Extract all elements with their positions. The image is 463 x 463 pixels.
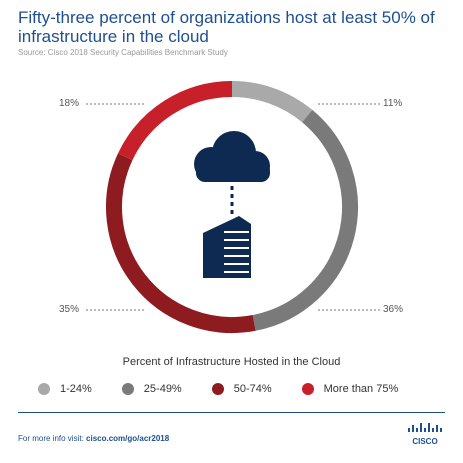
chart-source: Source: Cisco 2018 Security Capabilities…	[18, 48, 228, 57]
legend-swatch	[38, 383, 50, 395]
cisco-logo: CISCO	[405, 422, 445, 448]
footer-link[interactable]: cisco.com/go/acr2018	[86, 434, 170, 443]
donut-slice-25-49-	[252, 109, 358, 331]
legend-item-25-49: 25-49%	[121, 383, 182, 395]
legend-title: Percent of Infrastructure Hosted in the …	[122, 356, 341, 368]
legend-label: More than 75%	[323, 383, 399, 395]
cloud-icon	[194, 131, 270, 182]
legend-label: 25-49%	[143, 383, 182, 395]
slice-label-50-74: 35%	[59, 304, 80, 315]
slice-label-more-than-75: 18%	[59, 98, 80, 109]
donut-slice-more-than-75-	[117, 81, 233, 161]
footer-text: For more info visit: cisco.com/go/acr201…	[18, 434, 169, 443]
donut-slice-1-24-	[231, 81, 313, 123]
legend-item-1-24: 1-24%	[38, 383, 92, 395]
legend-item-more-than-75: More than 75%	[301, 383, 399, 395]
legend-label: 1-24%	[60, 383, 92, 395]
legend-swatch	[121, 383, 134, 395]
legend: 1-24% 25-49% 50-74% More than 75%	[38, 383, 448, 395]
legend-swatch	[211, 383, 224, 395]
logo-text: CISCO	[412, 437, 437, 446]
building-icon	[203, 216, 251, 278]
legend-label: 50-74%	[233, 383, 272, 395]
footer-divider	[18, 412, 445, 413]
slice-label-1-24: 11%	[383, 98, 403, 109]
chart-title: Fifty-three percent of organizations hos…	[18, 8, 435, 46]
slice-label-25-49: 36%	[383, 304, 404, 315]
donut-slice-50-74-	[106, 153, 256, 333]
footer-prefix: For more info visit:	[18, 434, 87, 443]
legend-item-50-74: 50-74%	[211, 383, 272, 395]
legend-swatch	[301, 383, 314, 395]
